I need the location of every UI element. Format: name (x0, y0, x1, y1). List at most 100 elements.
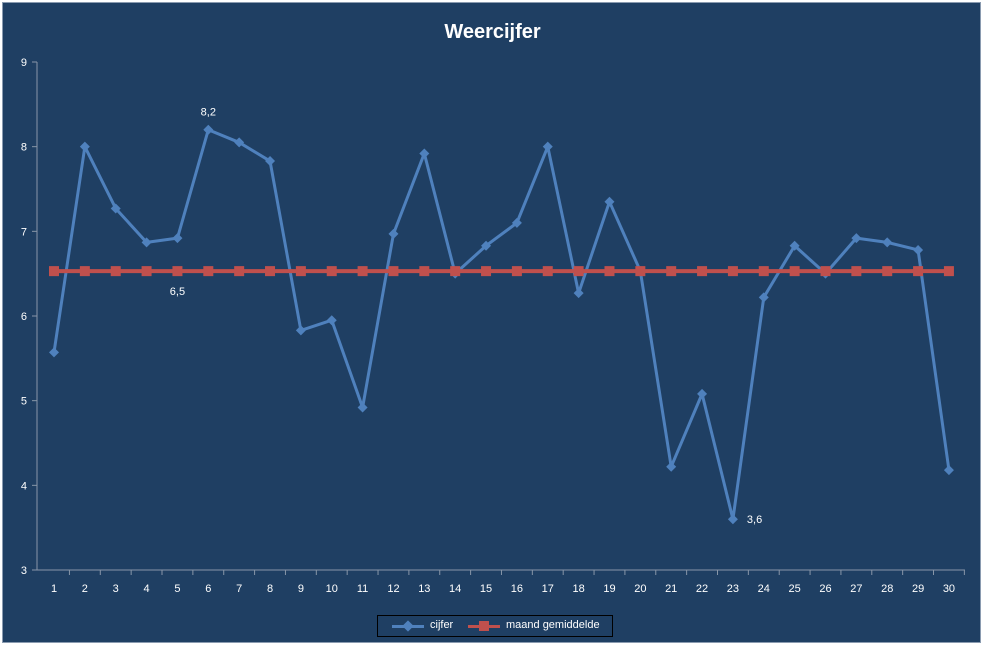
data-point-cijfer (234, 137, 245, 148)
x-tick-label: 29 (912, 583, 924, 595)
legend-label-cijfer: cijfer (430, 619, 454, 631)
data-point-gemiddelde (110, 266, 121, 277)
x-tick-label: 16 (511, 583, 523, 595)
y-tick-label: 5 (21, 396, 27, 408)
data-point-cijfer (110, 203, 121, 214)
data-point-cijfer (789, 240, 800, 251)
data-point-cijfer (697, 388, 708, 399)
data-point-cijfer (481, 240, 492, 251)
data-point-gemiddelde (388, 266, 399, 277)
x-tick-label: 1 (51, 583, 57, 595)
x-tick-label: 3 (113, 583, 119, 595)
data-point-gemiddelde (203, 266, 214, 277)
x-tick-label: 23 (727, 583, 739, 595)
x-tick-label: 7 (236, 583, 242, 595)
data-point-cijfer (141, 237, 152, 248)
x-tick-label: 21 (665, 583, 677, 595)
y-tick-label: 6 (21, 311, 27, 323)
data-point-gemiddelde (789, 266, 800, 277)
data-point-cijfer (727, 514, 738, 525)
data-point-gemiddelde (542, 266, 553, 277)
x-tick-label: 22 (696, 583, 708, 595)
data-point-gemiddelde (604, 266, 615, 277)
data-point-cijfer (49, 347, 59, 358)
x-tick-label: 28 (881, 583, 893, 595)
data-point-gemiddelde (697, 266, 708, 277)
data-point-gemiddelde (666, 266, 677, 277)
data-point-cijfer (419, 148, 430, 159)
data-point-gemiddelde (820, 266, 831, 277)
data-point-cijfer (913, 244, 924, 255)
x-tick-label: 2 (82, 583, 88, 595)
x-tick-label: 10 (326, 583, 338, 595)
data-point-gemiddelde (758, 266, 769, 277)
data-point-gemiddelde (295, 266, 306, 277)
data-point-cijfer (203, 124, 214, 135)
data-point-cijfer (943, 465, 954, 476)
data-point-gemiddelde (326, 266, 337, 277)
x-tick-label: 19 (603, 583, 615, 595)
x-tick-label: 6 (205, 583, 211, 595)
x-tick-label: 25 (789, 583, 801, 595)
x-tick-label: 17 (542, 583, 554, 595)
x-tick-label: 14 (449, 583, 461, 595)
x-tick-label: 20 (634, 583, 646, 595)
data-point-cijfer (265, 156, 276, 167)
x-tick-label: 27 (850, 583, 862, 595)
chart-legend: cijfer maand gemiddelde (377, 615, 613, 637)
data-point-gemiddelde (141, 266, 152, 277)
x-tick-label: 24 (758, 583, 770, 595)
data-point-cijfer (604, 196, 615, 207)
data-point-cijfer (79, 141, 90, 152)
data-point-gemiddelde (635, 266, 646, 277)
data-point-cijfer (573, 288, 584, 299)
data-point-cijfer (851, 233, 862, 244)
chart-title: Weercijfer (444, 21, 541, 43)
data-label: 3,6 (747, 514, 762, 526)
data-point-gemiddelde (851, 266, 862, 277)
x-tick-label: 26 (819, 583, 831, 595)
y-tick-label: 3 (21, 565, 27, 577)
legend-marker-diamond (402, 620, 414, 632)
x-tick-label: 12 (387, 583, 399, 595)
y-tick-label: 9 (21, 57, 27, 69)
data-point-cijfer (295, 325, 306, 336)
data-label: 6,5 (170, 286, 185, 298)
x-tick-label: 5 (174, 583, 180, 595)
data-point-gemiddelde (172, 266, 183, 277)
x-tick-label: 11 (357, 583, 368, 595)
x-tick-label: 30 (943, 583, 955, 595)
data-point-gemiddelde (882, 266, 893, 277)
data-point-gemiddelde (511, 266, 522, 277)
data-point-cijfer (357, 402, 368, 413)
y-tick-label: 4 (21, 480, 27, 492)
x-tick-label: 15 (480, 583, 492, 595)
data-point-cijfer (172, 233, 183, 244)
x-tick-label: 4 (144, 583, 150, 595)
data-point-cijfer (542, 141, 553, 152)
x-tick-label: 9 (298, 583, 304, 595)
data-point-gemiddelde (943, 266, 954, 277)
series-line-cijfer (52, 128, 951, 521)
legend-marker-square (479, 621, 489, 631)
y-tick-label: 7 (21, 226, 27, 238)
y-tick-label: 8 (21, 142, 27, 154)
data-point-gemiddelde (913, 266, 924, 277)
data-point-cijfer (758, 292, 769, 303)
data-point-cijfer (388, 228, 399, 239)
x-tick-label: 18 (572, 583, 584, 595)
data-point-gemiddelde (265, 266, 276, 277)
x-tick-label: 8 (267, 583, 273, 595)
data-point-gemiddelde (450, 266, 461, 277)
data-point-gemiddelde (481, 266, 492, 277)
data-point-gemiddelde (234, 266, 245, 277)
data-point-cijfer (882, 237, 893, 248)
data-point-gemiddelde (79, 266, 90, 277)
data-point-gemiddelde (49, 266, 59, 277)
data-point-gemiddelde (419, 266, 430, 277)
legend-label-gemiddelde: maand gemiddelde (506, 619, 600, 631)
data-point-gemiddelde (573, 266, 584, 277)
data-point-cijfer (511, 217, 522, 228)
